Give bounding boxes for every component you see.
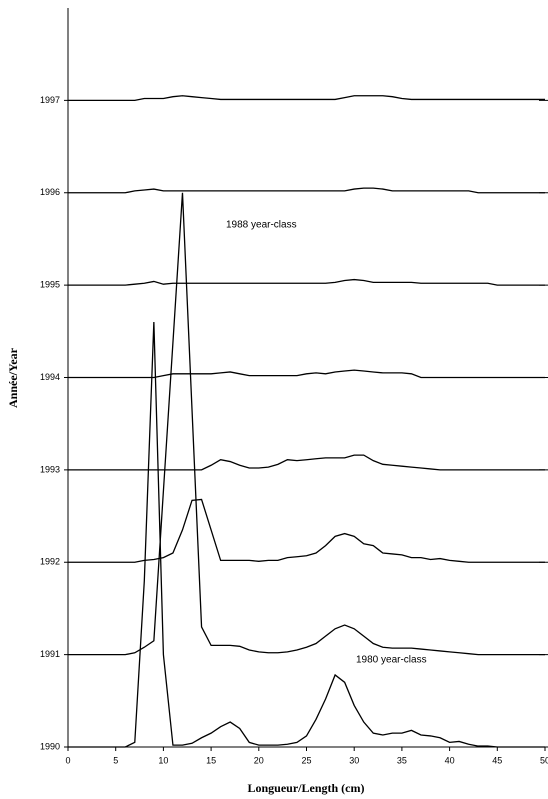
series-line xyxy=(68,278,545,286)
y-tick-label: 1997 xyxy=(40,95,60,105)
x-tick-label: 0 xyxy=(65,755,70,765)
series-line xyxy=(68,95,545,102)
y-axis-label: Année/Year xyxy=(6,347,20,408)
series-line xyxy=(68,454,545,471)
x-tick-label: 10 xyxy=(158,755,168,765)
y-tick-label: 1993 xyxy=(40,464,60,474)
series-line xyxy=(68,187,545,194)
y-tick-label: 1992 xyxy=(40,557,60,567)
x-tick-label: 35 xyxy=(397,755,407,765)
x-tick-label: 15 xyxy=(206,755,216,765)
series-line xyxy=(68,498,545,563)
annotation: 1988 year-class xyxy=(226,220,297,231)
series-line xyxy=(68,322,545,748)
annotation: 1980 year-class xyxy=(356,655,427,666)
y-tick-label: 1991 xyxy=(40,649,60,659)
series-line xyxy=(68,192,545,656)
x-tick-label: 20 xyxy=(254,755,264,765)
x-tick-label: 5 xyxy=(113,755,118,765)
x-tick-label: 50 xyxy=(540,755,548,765)
x-tick-label: 40 xyxy=(445,755,455,765)
y-tick-label: 1994 xyxy=(40,372,60,382)
x-tick-label: 30 xyxy=(349,755,359,765)
x-axis-label: Longueur/Length (cm) xyxy=(248,781,365,795)
y-tick-label: 1995 xyxy=(40,280,60,290)
x-tick-label: 45 xyxy=(492,755,502,765)
x-tick-label: 25 xyxy=(301,755,311,765)
series-line xyxy=(68,369,545,379)
y-tick-label: 1996 xyxy=(40,187,60,197)
y-tick-label: 1990 xyxy=(40,741,60,751)
